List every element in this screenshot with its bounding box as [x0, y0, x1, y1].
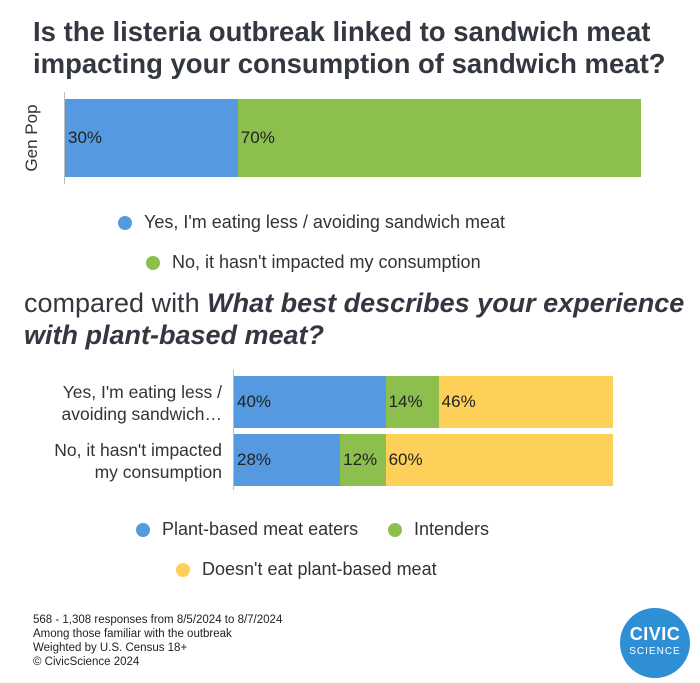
legend-label-yes: Yes, I'm eating less / avoiding sandwich…	[144, 212, 505, 232]
legend-label-doesnt-eat: Doesn't eat plant-based meat	[202, 559, 437, 579]
legend-dot-blue	[136, 522, 150, 537]
legend-item-yes: Yes, I'm eating less / avoiding sandwich…	[118, 212, 505, 233]
data-label-1-3: 46%	[441, 392, 476, 411]
data-label-1-2: 70%	[240, 128, 275, 147]
logo-text-science: SCIENCE	[629, 646, 681, 657]
bar-segment-1-3	[438, 376, 613, 428]
legend-item-plant-eaters: Plant-based meat eaters	[136, 519, 358, 540]
bar-segment-2-3	[385, 434, 613, 486]
legend-label-plant-eaters: Plant-based meat eaters	[162, 519, 359, 539]
legend-item-intenders: Intenders	[388, 519, 489, 540]
data-label-1-2: 14%	[388, 392, 423, 411]
data-label-2-3: 60%	[388, 450, 423, 469]
legend-item-no: No, it hasn't impacted my consumption	[146, 252, 481, 273]
footnote-weighted: Weighted by U.S. Census 18+	[33, 642, 188, 654]
category-label-yes: Yes, I'm eating less / avoiding sandwich…	[12, 381, 222, 425]
legend-item-doesnt-eat: Doesn't eat plant-based meat	[176, 559, 437, 580]
legend-dot-blue	[118, 215, 132, 230]
category-label-yes-line2: avoiding sandwich…	[61, 404, 222, 424]
data-label-1-1: 30%	[68, 128, 103, 147]
category-label-yes-line1: Yes, I'm eating less /	[62, 382, 222, 402]
data-label-2-1: 28%	[237, 450, 272, 469]
chart-title: Is the listeria outbreak linked to sandw…	[33, 16, 666, 79]
subtitle-prefix: compared with	[24, 288, 208, 318]
legend-dot-yellow	[176, 562, 190, 577]
legend-label-no: No, it hasn't impacted my consumption	[172, 252, 481, 272]
logo-text-civic: CIVIC	[629, 624, 681, 644]
chart-subtitle: compared with What best describes your e…	[24, 287, 694, 351]
footnote-copyright: © CivicScience 2024	[33, 656, 140, 668]
bar-segment-1-1	[234, 376, 386, 428]
chart-1-axis	[64, 92, 65, 184]
category-label-gen-pop: Gen Pop	[22, 104, 41, 172]
subtitle-question: What best describes your experience with…	[24, 288, 685, 350]
bar-segment-2-2	[340, 434, 386, 486]
footnotes: 568 - 1,308 responses from 8/5/2024 to 8…	[33, 613, 282, 669]
data-label-2-2: 12%	[343, 450, 378, 469]
category-label-no: No, it hasn't impacted my consumption	[12, 439, 222, 483]
footnote-responses: 568 - 1,308 responses from 8/5/2024 to 8…	[33, 614, 283, 626]
civicscience-logo: CIVIC SCIENCE	[620, 608, 690, 678]
footnote-familiar: Among those familiar with the outbreak	[33, 628, 232, 640]
legend-dot-green	[146, 255, 160, 270]
bar-segment-1-1	[65, 99, 238, 177]
legend-label-intenders: Intenders	[414, 519, 490, 539]
category-label-no-line1: No, it hasn't impacted	[54, 440, 222, 460]
data-label-1-1: 40%	[237, 392, 272, 411]
bar-segment-1-2	[237, 99, 641, 177]
bar-segment-2-1	[234, 434, 341, 486]
bar-segment-1-2	[385, 376, 439, 428]
legend-dot-green	[388, 522, 402, 537]
category-label-no-line2: my consumption	[94, 462, 222, 482]
chart-2-axis	[233, 370, 234, 490]
